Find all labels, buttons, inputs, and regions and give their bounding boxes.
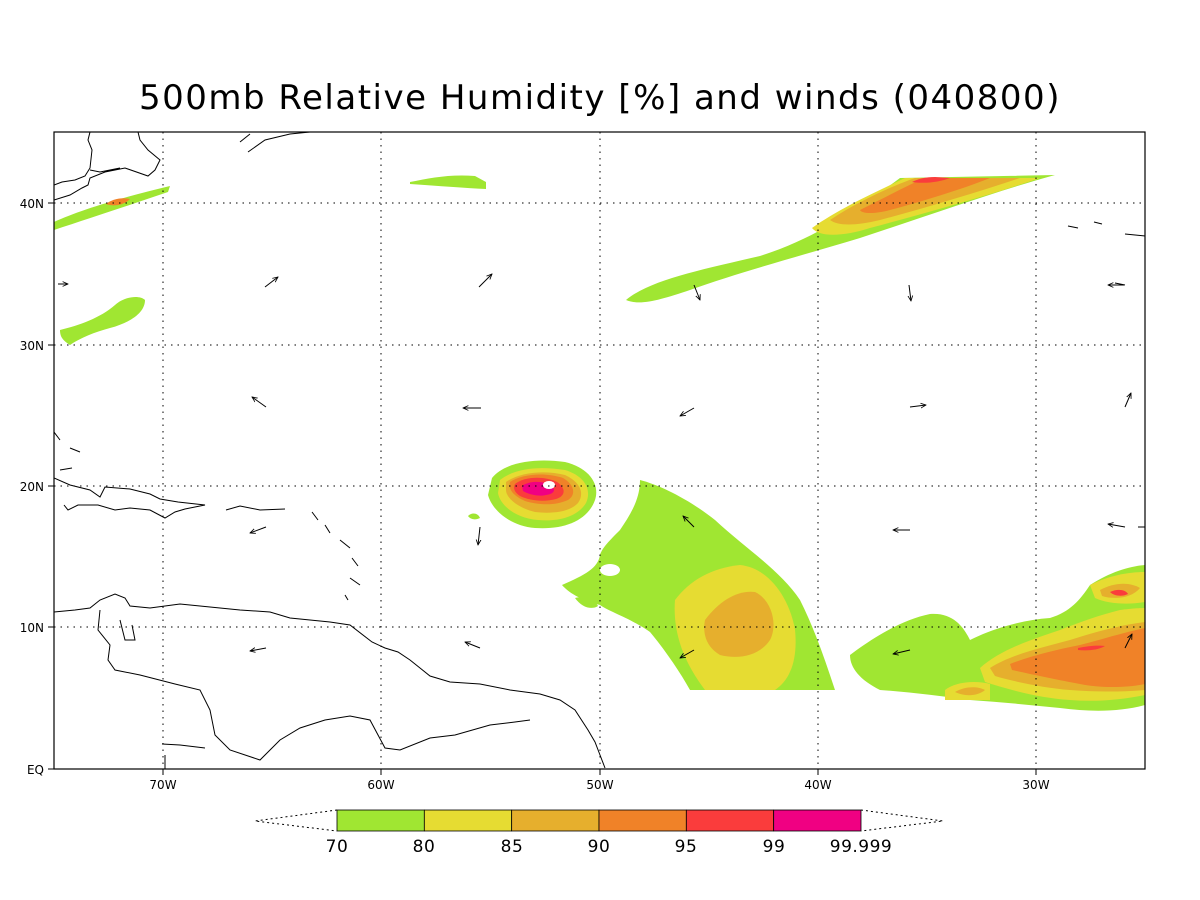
wind-arrow xyxy=(478,274,492,288)
wind-arrow xyxy=(465,642,481,649)
rh-hurricane xyxy=(468,460,597,529)
wind-arrow xyxy=(250,648,267,651)
rh-band-northeast-95 xyxy=(912,177,950,183)
coast-south-america xyxy=(54,593,606,769)
lon-tick-label: 40W xyxy=(804,778,831,792)
wind-arrow xyxy=(478,526,480,545)
page-title: 500mb Relative Humidity [%] and winds (0… xyxy=(139,78,1061,118)
wind-vectors xyxy=(58,274,1132,658)
colorbar-left-extension xyxy=(254,809,338,832)
colorbar-label: 95 xyxy=(675,837,698,857)
wind-arrow xyxy=(250,526,267,533)
wind-arrow xyxy=(683,516,695,528)
colorbar-right-extension xyxy=(860,809,944,832)
rh-region-southeast xyxy=(850,565,1145,711)
wind-arrow xyxy=(693,284,700,300)
colorbar-labels: 70 80 85 90 95 99 99.999 xyxy=(326,837,892,857)
lat-tick-label: 20N xyxy=(20,480,44,494)
rh-streak-northwest xyxy=(54,186,170,230)
rh-streak-northwest-core xyxy=(106,198,130,206)
lon-tick-labels: 70W 60W 50W 40W 30W xyxy=(149,778,1049,792)
coast-north-america xyxy=(54,132,311,201)
lon-tick-label: 30W xyxy=(1022,778,1049,792)
wind-arrow xyxy=(680,649,695,658)
lon-tick-label: 60W xyxy=(367,778,394,792)
coastlines xyxy=(54,132,1145,769)
lon-tick-label: 50W xyxy=(586,778,613,792)
wind-arrow xyxy=(909,405,926,407)
colorbar-label: 99.999 xyxy=(830,837,892,857)
coast-islands-east xyxy=(1067,221,1145,528)
lat-tick-label: 30N xyxy=(20,339,44,353)
rh-blob-north xyxy=(410,175,486,189)
wind-arrow xyxy=(909,284,911,301)
rh-band-northeast-90 xyxy=(860,178,990,213)
colorbar-label: 85 xyxy=(501,837,524,857)
lat-tick-label: 40N xyxy=(20,197,44,211)
wind-arrow xyxy=(252,397,267,408)
colorbar-box xyxy=(685,809,775,832)
map-grid xyxy=(54,132,1145,769)
lon-tick-label: 70W xyxy=(149,778,176,792)
colorbar-boxes xyxy=(336,809,862,832)
lat-tick-labels: 40N 30N 20N 10N EQ xyxy=(20,197,44,777)
colorbar-box xyxy=(773,809,862,832)
coast-caribbean xyxy=(54,431,361,601)
lat-tick-label: EQ xyxy=(27,763,44,777)
wind-arrow xyxy=(1124,634,1132,649)
colorbar-box xyxy=(598,809,687,832)
rh-band-northeast xyxy=(626,175,1055,303)
axis-ticks xyxy=(48,202,1037,775)
wind-arrow xyxy=(1108,524,1126,527)
wind-arrow xyxy=(264,277,278,288)
colorbar-label: 99 xyxy=(763,837,786,857)
humidity-shading xyxy=(54,175,1145,711)
wind-arrow xyxy=(680,407,695,416)
rh-blob-west xyxy=(60,297,145,345)
colorbar-label: 70 xyxy=(326,837,349,857)
colorbar-box xyxy=(511,809,600,832)
colorbar-label: 80 xyxy=(413,837,436,857)
colorbar-legend: 70 80 85 90 95 99 99.999 xyxy=(254,809,944,857)
rh-region-central-south xyxy=(562,480,835,690)
wind-arrow xyxy=(1124,393,1131,408)
colorbar-label: 90 xyxy=(588,837,611,857)
colorbar-box xyxy=(336,809,425,832)
rh-band-northeast-85 xyxy=(830,178,1020,225)
wind-arrow xyxy=(893,649,911,654)
lat-tick-label: 10N xyxy=(20,621,44,635)
colorbar-box xyxy=(423,809,513,832)
